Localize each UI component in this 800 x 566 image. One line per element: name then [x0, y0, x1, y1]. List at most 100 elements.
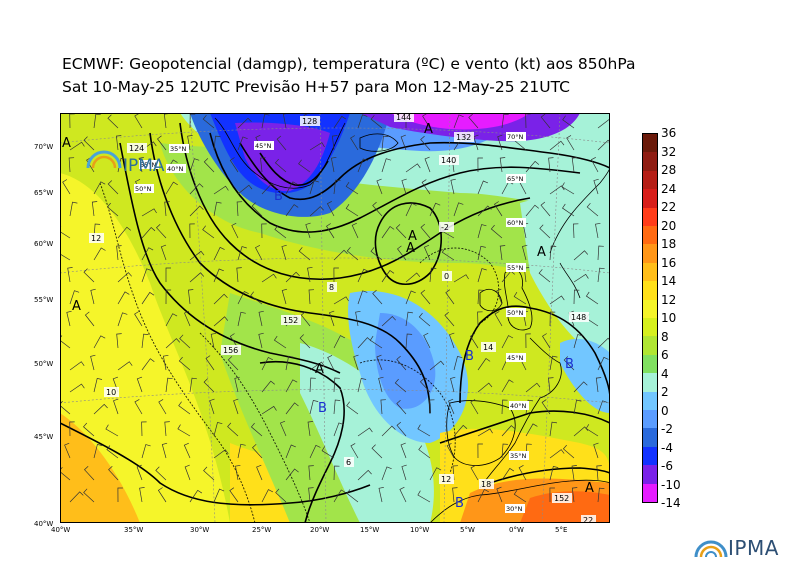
contour-label: 140: [439, 155, 459, 165]
colorbar-swatch: [643, 428, 657, 448]
colorbar-label: 10: [661, 311, 677, 325]
greenland-coast: [214, 117, 346, 189]
chart-title-line1: ECMWF: Geopotencial (damgp), temperatura…: [62, 55, 636, 73]
colorbar-label: 28: [661, 163, 677, 177]
svg-text:45°N: 45°N: [255, 142, 272, 150]
grid-lat-label: 50°N: [506, 308, 526, 317]
colorbar-swatch: [643, 152, 657, 172]
low-pressure-label: B: [455, 496, 464, 511]
colorbar-swatch: [643, 336, 657, 356]
contour-label: 124: [127, 143, 147, 153]
svg-text:14: 14: [483, 343, 493, 352]
temp-field-blue-biscay-core: [375, 313, 436, 409]
colorbar-label: 20: [661, 218, 677, 233]
ipma-sun-wave-icon: [86, 150, 122, 169]
contour-label: 22: [581, 515, 596, 523]
colorbar-swatch: [643, 262, 657, 282]
contour-label: 10: [104, 387, 119, 397]
colorbar-swatch: [643, 281, 657, 301]
colorbar-label: 14: [661, 274, 677, 288]
colorbar-swatch: [643, 391, 657, 411]
grid-lat-label: 45°N: [254, 141, 274, 150]
svg-text:65°N: 65°N: [507, 175, 524, 183]
grid-lat-label: 70°N: [506, 132, 526, 141]
svg-text:35°N: 35°N: [510, 452, 527, 460]
lat-label: 45°W: [34, 433, 54, 441]
svg-text:140: 140: [441, 156, 456, 165]
lon-label: 5°W: [460, 526, 475, 534]
grid-lat-label: 55°N: [506, 263, 526, 272]
svg-text:8: 8: [329, 283, 334, 292]
contour-label: 148: [569, 312, 589, 322]
grid-lat-label: 55°N: [139, 160, 159, 169]
low-pressure-label: B: [465, 349, 474, 364]
colorbar-label: -6: [661, 459, 673, 473]
svg-text:50°N: 50°N: [135, 185, 152, 193]
svg-text:124: 124: [129, 144, 144, 153]
colorbar-label: 24: [661, 181, 677, 196]
colorbar-swatch: [643, 318, 657, 337]
contour-label: 144: [394, 113, 414, 122]
colorbar-label: -14: [661, 496, 681, 510]
temp-field-north-magenta: [390, 113, 530, 130]
colorbar-label: 4: [661, 366, 669, 381]
colorbar-swatch: [643, 189, 657, 209]
svg-text:30°N: 30°N: [506, 505, 523, 513]
low-pressure-label: B: [274, 189, 283, 204]
grid-lat-label: 30°N: [505, 504, 525, 513]
contour-label: 14: [481, 342, 496, 352]
temp-field-yellow-west: [60, 173, 230, 523]
grid-lat-label: 65°N: [506, 174, 526, 183]
grid-lat-label: 60°N: [506, 218, 526, 227]
svg-text:50°N: 50°N: [507, 309, 524, 317]
contour-label: 128: [300, 116, 320, 126]
high-pressure-label: A: [62, 136, 71, 151]
ipma-corner-logo: IPMA: [694, 536, 779, 560]
colorbar-swatch: [643, 446, 657, 466]
high-pressure-label: A: [406, 241, 415, 256]
colorbar-label: 0: [661, 403, 669, 418]
svg-text:132: 132: [456, 133, 471, 142]
lon-label: 20°W: [310, 526, 330, 534]
graticule: [60, 113, 610, 523]
colorbar-label: -10: [661, 477, 681, 492]
svg-text:55°N: 55°N: [140, 161, 157, 169]
contour-label: 152: [281, 315, 301, 325]
svg-text:40°N: 40°N: [167, 165, 184, 173]
lat-label: 60°W: [34, 240, 54, 248]
lon-label: 40°W: [51, 526, 71, 534]
high-pressure-label: A: [537, 245, 546, 260]
colorbar-swatch: [643, 354, 657, 374]
temperature-colorbar: [642, 133, 658, 503]
high-pressure-label: A: [72, 299, 81, 314]
contour-label: 18: [479, 479, 494, 489]
colorbar-swatch: [643, 170, 657, 190]
colorbar-label: 6: [661, 348, 669, 362]
contour-label: -2: [439, 222, 454, 232]
weather-map: 12 10 152 156 8 6 140 148 132 128 124 144 0 -2 14 12 18 2…: [60, 113, 610, 523]
grid-lat-label: 40°N: [509, 401, 529, 410]
colorbar-swatch: [643, 483, 657, 503]
colorbar-swatch: [643, 373, 657, 393]
svg-text:152: 152: [283, 316, 298, 325]
colorbar-swatch: [643, 134, 657, 153]
svg-text:128: 128: [302, 117, 317, 126]
svg-text:0: 0: [444, 272, 449, 281]
high-pressure-label: A: [408, 229, 417, 244]
svg-text:70°N: 70°N: [507, 133, 524, 141]
svg-text:6: 6: [346, 458, 351, 467]
colorbar-swatch: [643, 299, 657, 319]
lon-label: 30°W: [190, 526, 210, 534]
svg-text:55°N: 55°N: [507, 264, 524, 272]
colorbar-swatch: [643, 465, 657, 485]
colorbar-label: -4: [661, 440, 673, 455]
colorbar-label: 32: [661, 144, 677, 159]
lon-label: 0°W: [509, 526, 524, 534]
colorbar-label: -2: [661, 422, 673, 436]
grid-lat-label: 40°N: [166, 164, 186, 173]
isotherms: [99, 182, 500, 523]
grid-lat-label: 35°N: [509, 451, 529, 460]
colorbar-label: 2: [661, 385, 669, 399]
lat-label: 50°W: [34, 360, 54, 368]
svg-text:148: 148: [571, 313, 586, 322]
